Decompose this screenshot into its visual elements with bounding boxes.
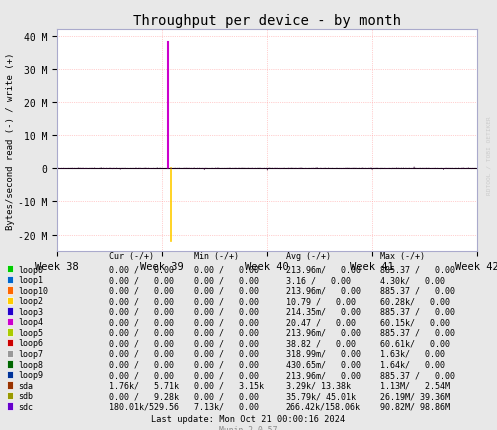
Text: 0.00 /   0.00: 0.00 / 0.00 bbox=[194, 328, 259, 337]
Text: 180.01k/529.56: 180.01k/529.56 bbox=[109, 402, 179, 411]
Text: Avg (-/+): Avg (-/+) bbox=[286, 252, 331, 261]
Text: 26.19M/ 39.36M: 26.19M/ 39.36M bbox=[380, 391, 450, 400]
Text: 0.00 /   0.00: 0.00 / 0.00 bbox=[194, 286, 259, 295]
Text: loop9: loop9 bbox=[18, 370, 43, 379]
Text: 1.13M/   2.54M: 1.13M/ 2.54M bbox=[380, 381, 450, 390]
Text: loop5: loop5 bbox=[18, 328, 43, 337]
Text: 0.00 /   0.00: 0.00 / 0.00 bbox=[109, 328, 174, 337]
Text: loop4: loop4 bbox=[18, 318, 43, 326]
Text: 0.00 /   3.15k: 0.00 / 3.15k bbox=[194, 381, 264, 390]
Text: 0.00 /   0.00: 0.00 / 0.00 bbox=[194, 297, 259, 305]
Text: Min (-/+): Min (-/+) bbox=[194, 252, 239, 261]
Text: 0.00 /   0.00: 0.00 / 0.00 bbox=[109, 318, 174, 326]
Text: 885.37 /   0.00: 885.37 / 0.00 bbox=[380, 328, 455, 337]
Text: Munin 2.0.57: Munin 2.0.57 bbox=[219, 425, 278, 430]
Text: 0.00 /   0.00: 0.00 / 0.00 bbox=[109, 307, 174, 316]
Text: 885.37 /   0.00: 885.37 / 0.00 bbox=[380, 265, 455, 274]
Text: 0.00 /   0.00: 0.00 / 0.00 bbox=[109, 349, 174, 358]
Text: loop1: loop1 bbox=[18, 276, 43, 284]
Text: 0.00 /   0.00: 0.00 / 0.00 bbox=[109, 370, 174, 379]
Text: loop2: loop2 bbox=[18, 297, 43, 305]
Text: 0.00 /   9.28k: 0.00 / 9.28k bbox=[109, 391, 179, 400]
Text: 20.47 /   0.00: 20.47 / 0.00 bbox=[286, 318, 356, 326]
Text: 0.00 /   0.00: 0.00 / 0.00 bbox=[194, 360, 259, 369]
Text: 885.37 /   0.00: 885.37 / 0.00 bbox=[380, 307, 455, 316]
Text: 0.00 /   0.00: 0.00 / 0.00 bbox=[109, 297, 174, 305]
Title: Throughput per device - by month: Throughput per device - by month bbox=[133, 14, 401, 28]
Text: 213.96m/   0.00: 213.96m/ 0.00 bbox=[286, 286, 361, 295]
Text: 0.00 /   0.00: 0.00 / 0.00 bbox=[194, 391, 259, 400]
Text: 213.96m/   0.00: 213.96m/ 0.00 bbox=[286, 328, 361, 337]
Text: 7.13k/   0.00: 7.13k/ 0.00 bbox=[194, 402, 259, 411]
Text: 0.00 /   0.00: 0.00 / 0.00 bbox=[194, 370, 259, 379]
Text: loop10: loop10 bbox=[18, 286, 48, 295]
Text: 0.00 /   0.00: 0.00 / 0.00 bbox=[194, 307, 259, 316]
Text: 60.61k/   0.00: 60.61k/ 0.00 bbox=[380, 339, 450, 347]
Text: 0.00 /   0.00: 0.00 / 0.00 bbox=[194, 276, 259, 284]
Text: 0.00 /   0.00: 0.00 / 0.00 bbox=[109, 286, 174, 295]
Text: 0.00 /   0.00: 0.00 / 0.00 bbox=[109, 339, 174, 347]
Text: 1.64k/   0.00: 1.64k/ 0.00 bbox=[380, 360, 445, 369]
Text: loop8: loop8 bbox=[18, 360, 43, 369]
Text: 1.76k/   5.71k: 1.76k/ 5.71k bbox=[109, 381, 179, 390]
Text: 3.29k/ 13.38k: 3.29k/ 13.38k bbox=[286, 381, 351, 390]
Text: 0.00 /   0.00: 0.00 / 0.00 bbox=[194, 349, 259, 358]
Text: 430.65m/   0.00: 430.65m/ 0.00 bbox=[286, 360, 361, 369]
Text: 38.82 /   0.00: 38.82 / 0.00 bbox=[286, 339, 356, 347]
Text: 0.00 /   0.00: 0.00 / 0.00 bbox=[194, 265, 259, 274]
Text: loop6: loop6 bbox=[18, 339, 43, 347]
Text: 214.35m/   0.00: 214.35m/ 0.00 bbox=[286, 307, 361, 316]
Text: loop0: loop0 bbox=[18, 265, 43, 274]
Text: RDTOOL / TOBI OETIKER: RDTOOL / TOBI OETIKER bbox=[486, 116, 491, 194]
Text: sdc: sdc bbox=[18, 402, 33, 411]
Text: 885.37 /   0.00: 885.37 / 0.00 bbox=[380, 370, 455, 379]
Text: 266.42k/158.06k: 266.42k/158.06k bbox=[286, 402, 361, 411]
Text: 35.79k/ 45.01k: 35.79k/ 45.01k bbox=[286, 391, 356, 400]
Text: 213.96m/   0.00: 213.96m/ 0.00 bbox=[286, 370, 361, 379]
Text: 3.16 /   0.00: 3.16 / 0.00 bbox=[286, 276, 351, 284]
Text: 90.82M/ 98.86M: 90.82M/ 98.86M bbox=[380, 402, 450, 411]
Text: 318.99m/   0.00: 318.99m/ 0.00 bbox=[286, 349, 361, 358]
Text: 213.96m/   0.00: 213.96m/ 0.00 bbox=[286, 265, 361, 274]
Y-axis label: Bytes/second read (-) / write (+): Bytes/second read (-) / write (+) bbox=[6, 52, 15, 229]
Text: 60.28k/   0.00: 60.28k/ 0.00 bbox=[380, 297, 450, 305]
Text: sdb: sdb bbox=[18, 391, 33, 400]
Text: 1.63k/   0.00: 1.63k/ 0.00 bbox=[380, 349, 445, 358]
Text: loop3: loop3 bbox=[18, 307, 43, 316]
Text: 0.00 /   0.00: 0.00 / 0.00 bbox=[109, 360, 174, 369]
Text: Cur (-/+): Cur (-/+) bbox=[109, 252, 155, 261]
Text: sda: sda bbox=[18, 381, 33, 390]
Text: 0.00 /   0.00: 0.00 / 0.00 bbox=[109, 276, 174, 284]
Text: loop7: loop7 bbox=[18, 349, 43, 358]
Text: 60.15k/   0.00: 60.15k/ 0.00 bbox=[380, 318, 450, 326]
Text: 10.79 /   0.00: 10.79 / 0.00 bbox=[286, 297, 356, 305]
Text: Last update: Mon Oct 21 00:00:16 2024: Last update: Mon Oct 21 00:00:16 2024 bbox=[152, 414, 345, 423]
Text: Max (-/+): Max (-/+) bbox=[380, 252, 425, 261]
Text: 4.30k/   0.00: 4.30k/ 0.00 bbox=[380, 276, 445, 284]
Text: 0.00 /   0.00: 0.00 / 0.00 bbox=[109, 265, 174, 274]
Text: 0.00 /   0.00: 0.00 / 0.00 bbox=[194, 318, 259, 326]
Text: 885.37 /   0.00: 885.37 / 0.00 bbox=[380, 286, 455, 295]
Text: 0.00 /   0.00: 0.00 / 0.00 bbox=[194, 339, 259, 347]
